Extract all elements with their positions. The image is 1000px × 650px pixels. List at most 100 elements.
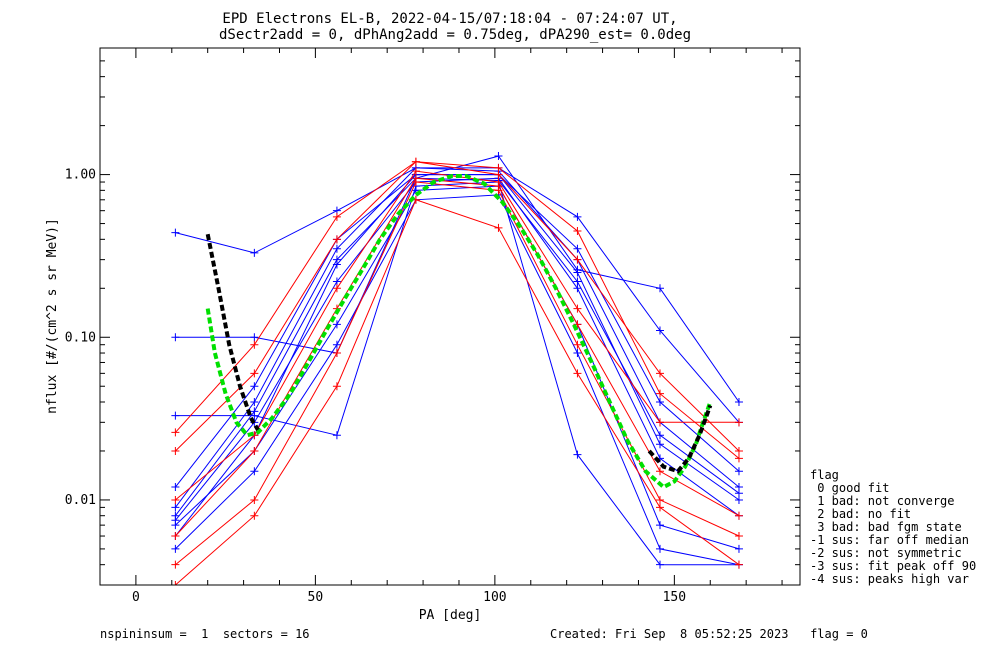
- data-point: [656, 560, 664, 569]
- data-point: [734, 467, 743, 476]
- x-tick-label: 100: [483, 590, 506, 605]
- y-tick-label: 1.00: [65, 168, 96, 183]
- data-point: [573, 340, 582, 349]
- data-point: [494, 163, 503, 172]
- fit-curve: [205, 233, 260, 431]
- data-point: [734, 532, 743, 541]
- data-point: [332, 382, 341, 391]
- data-point: [656, 521, 664, 530]
- data-point: [656, 369, 664, 378]
- legend-title: flag: [810, 468, 839, 482]
- data-point: [332, 255, 341, 264]
- data-point: [573, 227, 582, 236]
- data-point: [171, 511, 180, 520]
- data-point: [171, 428, 180, 437]
- data-point: [250, 511, 259, 520]
- data-point: [734, 560, 743, 569]
- legend-entry: 1 bad: not converge: [810, 494, 955, 508]
- series-line: [175, 174, 740, 537]
- y-tick-label: 0.10: [65, 330, 96, 345]
- x-tick-label: 0: [132, 590, 140, 605]
- data-point: [656, 440, 664, 449]
- data-point: [332, 340, 341, 349]
- data-point: [250, 446, 259, 455]
- data-point: [171, 521, 180, 530]
- data-point: [734, 489, 743, 498]
- data-point: [171, 544, 180, 553]
- data-point: [656, 495, 664, 504]
- data-point: [250, 333, 259, 342]
- footer-right: Created: Fri Sep 8 05:52:25 2023 flag = …: [550, 627, 868, 641]
- data-point: [411, 157, 420, 166]
- data-point: [171, 532, 180, 541]
- series-line: [175, 181, 739, 566]
- data-point: [332, 349, 341, 358]
- series-line: [175, 177, 740, 537]
- data-point: [332, 235, 341, 244]
- data-point: [332, 431, 341, 440]
- series-line: [175, 177, 740, 517]
- data-point: [171, 581, 180, 585]
- data-point: [411, 167, 420, 176]
- legend-entry: -2 sus: not symmetric: [810, 546, 962, 560]
- data-point: [573, 255, 582, 264]
- y-tick-label: 0.01: [65, 493, 96, 508]
- plot-area: [171, 152, 743, 585]
- data-point: [411, 174, 420, 183]
- data-point: [573, 349, 582, 358]
- data-point: [494, 182, 503, 191]
- series-line: [175, 174, 740, 488]
- series-line: [175, 161, 740, 452]
- data-point: [332, 212, 341, 221]
- data-point: [250, 340, 259, 349]
- data-point: [171, 411, 180, 420]
- data-point: [656, 503, 664, 512]
- series-line: [175, 155, 740, 403]
- series-line: [175, 199, 740, 585]
- data-point: [573, 244, 582, 253]
- data-point: [332, 284, 341, 293]
- legend-entry: 0 good fit: [810, 481, 890, 495]
- data-point: [573, 369, 582, 378]
- fit-curve: [205, 174, 713, 490]
- data-point: [250, 495, 259, 504]
- plot-frame: [99, 47, 801, 586]
- chart-title: EPD Electrons EL-B, 2022-04-15/07:18:04 …: [222, 11, 677, 27]
- data-point: [171, 495, 180, 504]
- y-axis-label: nflux [#/(cm^2 s sr MeV)]: [45, 218, 60, 414]
- data-point: [171, 333, 180, 342]
- fit-curve: [647, 404, 713, 474]
- data-point: [656, 544, 664, 553]
- data-point: [573, 212, 582, 221]
- data-point: [250, 382, 259, 391]
- data-point: [250, 369, 259, 378]
- data-point: [734, 446, 743, 455]
- data-point: [494, 170, 503, 179]
- footer-left: nspininsum = 1 sectors = 16: [100, 627, 310, 641]
- data-point: [332, 277, 341, 286]
- data-point: [573, 304, 582, 313]
- data-point: [734, 511, 743, 520]
- legend-entry: -1 sus: far off median: [810, 533, 969, 547]
- data-point: [250, 407, 259, 416]
- data-point: [573, 277, 582, 286]
- data-point: [734, 397, 743, 406]
- series-line: [175, 185, 740, 550]
- data-point: [734, 544, 743, 553]
- data-point: [656, 467, 664, 476]
- data-point: [332, 244, 341, 253]
- axes: 0 50 100 150 0.01 0.10 1.00: [65, 47, 800, 605]
- data-point: [171, 228, 180, 237]
- data-point: [656, 326, 664, 335]
- data-point: [171, 560, 180, 569]
- data-point: [656, 389, 664, 398]
- series-line: [175, 177, 740, 521]
- data-point: [656, 418, 664, 427]
- data-point: [573, 265, 582, 274]
- legend-entry: -4 sus: peaks high var: [810, 572, 969, 586]
- data-point: [573, 450, 582, 459]
- x-tick-label: 150: [663, 590, 686, 605]
- data-point: [171, 483, 180, 492]
- data-point: [734, 454, 743, 463]
